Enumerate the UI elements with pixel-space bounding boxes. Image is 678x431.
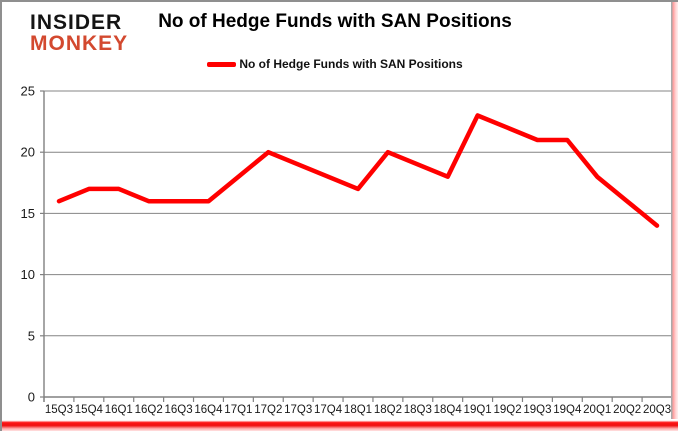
svg-text:18Q1: 18Q1: [344, 404, 372, 416]
axes: [40, 90, 673, 402]
svg-text:5: 5: [28, 328, 35, 343]
svg-text:19Q4: 19Q4: [553, 404, 582, 416]
window-right-glow-edge: [671, 2, 678, 431]
svg-text:19Q2: 19Q2: [493, 404, 521, 416]
y-tick-labels: 0 5 10 15 20 25: [21, 84, 35, 405]
svg-text:15Q4: 15Q4: [75, 404, 104, 416]
legend-label: No of Hedge Funds with SAN Positions: [239, 57, 463, 71]
svg-text:17Q2: 17Q2: [254, 404, 282, 416]
y-gridlines: [44, 90, 672, 337]
svg-text:10: 10: [21, 267, 35, 282]
svg-text:15Q3: 15Q3: [45, 404, 73, 416]
svg-text:16Q1: 16Q1: [105, 404, 133, 416]
svg-text:18Q4: 18Q4: [434, 404, 463, 416]
svg-text:16Q2: 16Q2: [135, 404, 163, 416]
svg-text:20Q1: 20Q1: [583, 404, 611, 416]
legend-line-icon: [207, 61, 237, 67]
svg-text:16Q3: 16Q3: [165, 404, 193, 416]
chart-title: No of Hedge Funds with SAN Positions: [158, 11, 512, 32]
logo-insider-text: INSIDER: [30, 11, 123, 34]
svg-text:18Q2: 18Q2: [374, 404, 402, 416]
chart-legend: No of Hedge Funds with SAN Positions: [2, 57, 668, 71]
svg-text:19Q3: 19Q3: [523, 404, 551, 416]
insider-monkey-logo: INSIDER MONKEY: [30, 11, 129, 55]
svg-text:0: 0: [28, 390, 35, 405]
svg-text:18Q3: 18Q3: [404, 404, 432, 416]
svg-text:17Q4: 17Q4: [314, 404, 343, 416]
svg-text:20Q2: 20Q2: [613, 404, 641, 416]
svg-text:17Q3: 17Q3: [284, 404, 312, 416]
series-line: [56, 113, 660, 228]
svg-text:17Q1: 17Q1: [224, 404, 252, 416]
window-red-bottom-bar: [2, 419, 678, 431]
svg-text:16Q4: 16Q4: [194, 404, 223, 416]
x-tick-labels: 15Q3 15Q4 16Q1 16Q2 16Q3 16Q4 17Q1 17Q2 17Q3 17Q4…: [45, 404, 671, 416]
svg-text:25: 25: [21, 84, 35, 99]
svg-text:15: 15: [21, 206, 35, 221]
logo-monkey-text: MONKEY: [30, 31, 129, 55]
svg-text:20: 20: [21, 145, 35, 160]
svg-text:19Q1: 19Q1: [464, 404, 492, 416]
svg-text:20Q3: 20Q3: [643, 404, 671, 416]
